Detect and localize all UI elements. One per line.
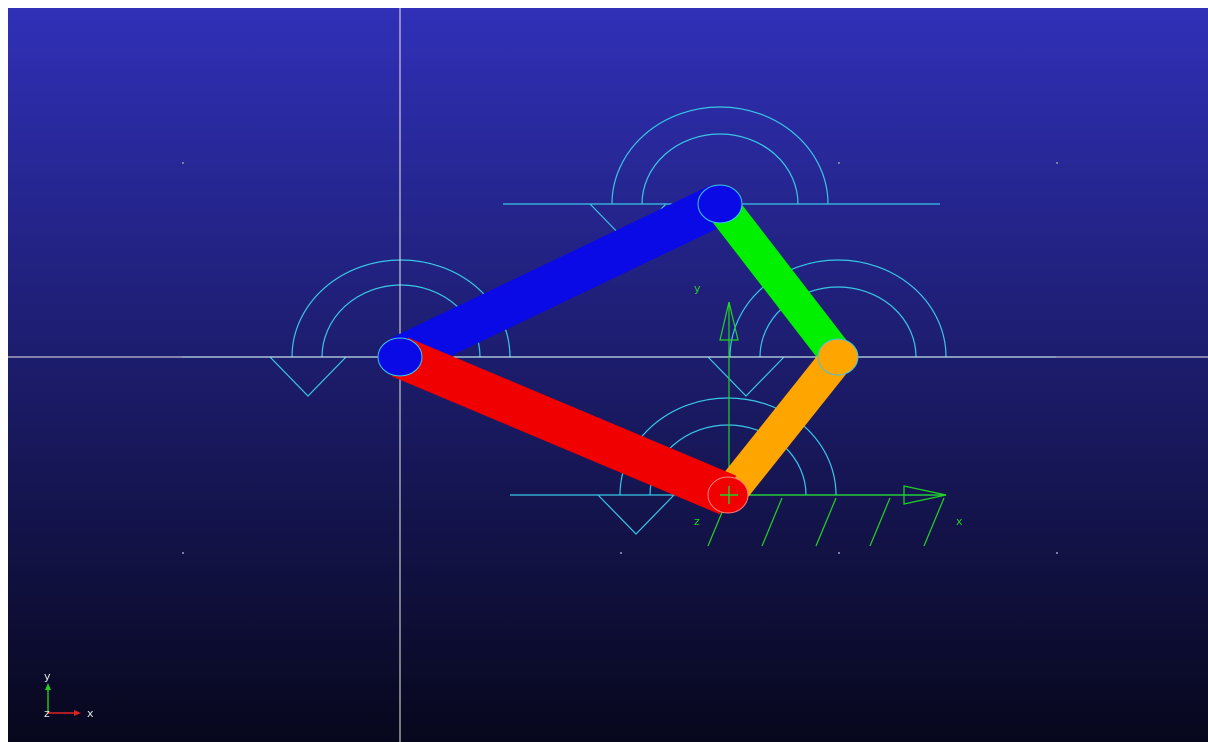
frame-x-arrowhead bbox=[903, 485, 947, 505]
triad-x-arrowhead bbox=[74, 710, 81, 716]
triad-z-label: z bbox=[44, 707, 50, 720]
scene-canvas[interactable]: y x z y x z bbox=[8, 8, 1208, 742]
frame-y-arrowhead bbox=[719, 301, 739, 341]
grid-dots bbox=[182, 162, 1058, 554]
orange-link[interactable] bbox=[714, 346, 852, 506]
triad-x-label: x bbox=[87, 707, 94, 720]
ground-frame bbox=[707, 301, 947, 547]
3d-mechanism-viewport[interactable]: y x z y x z bbox=[8, 8, 1208, 742]
four-bar-mechanism[interactable] bbox=[377, 184, 859, 515]
view-orientation-triad: y x z bbox=[44, 670, 94, 720]
triad-y-label: y bbox=[44, 670, 51, 683]
frame-z-label: z bbox=[694, 515, 700, 528]
frame-x-label: x bbox=[956, 515, 963, 528]
frame-y-label: y bbox=[694, 282, 701, 295]
ground-hatch bbox=[707, 497, 945, 547]
green-link[interactable] bbox=[706, 193, 852, 368]
joint-a[interactable] bbox=[377, 337, 423, 377]
red-link[interactable] bbox=[391, 337, 737, 515]
frame-origin-marker bbox=[720, 486, 738, 504]
blue-link[interactable] bbox=[390, 185, 730, 376]
triad-y-arrowhead bbox=[45, 683, 51, 690]
joint-b[interactable] bbox=[697, 184, 743, 224]
pivot-symbol-right bbox=[707, 259, 947, 397]
joint-c[interactable] bbox=[817, 338, 859, 376]
viewport-background bbox=[8, 8, 1208, 742]
